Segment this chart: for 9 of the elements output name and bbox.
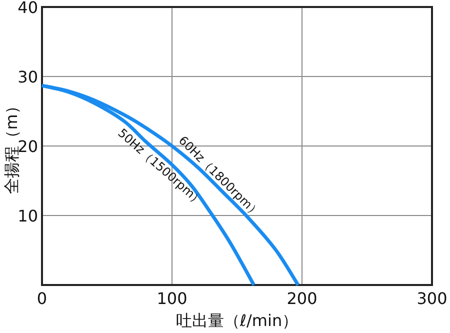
x-tick-label: 0 [36, 289, 48, 308]
x-tick-label: 200 [286, 289, 318, 308]
y-tick-label: 20 [18, 137, 38, 156]
y-tick-label: 10 [18, 206, 38, 226]
x-axis-title: 吐出量（ℓ/min） [176, 311, 298, 330]
y-tick-label: 30 [18, 68, 38, 86]
x-tick-label: 300 [416, 289, 448, 308]
y-tick-label: 40 [18, 0, 38, 17]
x-tick-label: 100 [156, 289, 188, 308]
